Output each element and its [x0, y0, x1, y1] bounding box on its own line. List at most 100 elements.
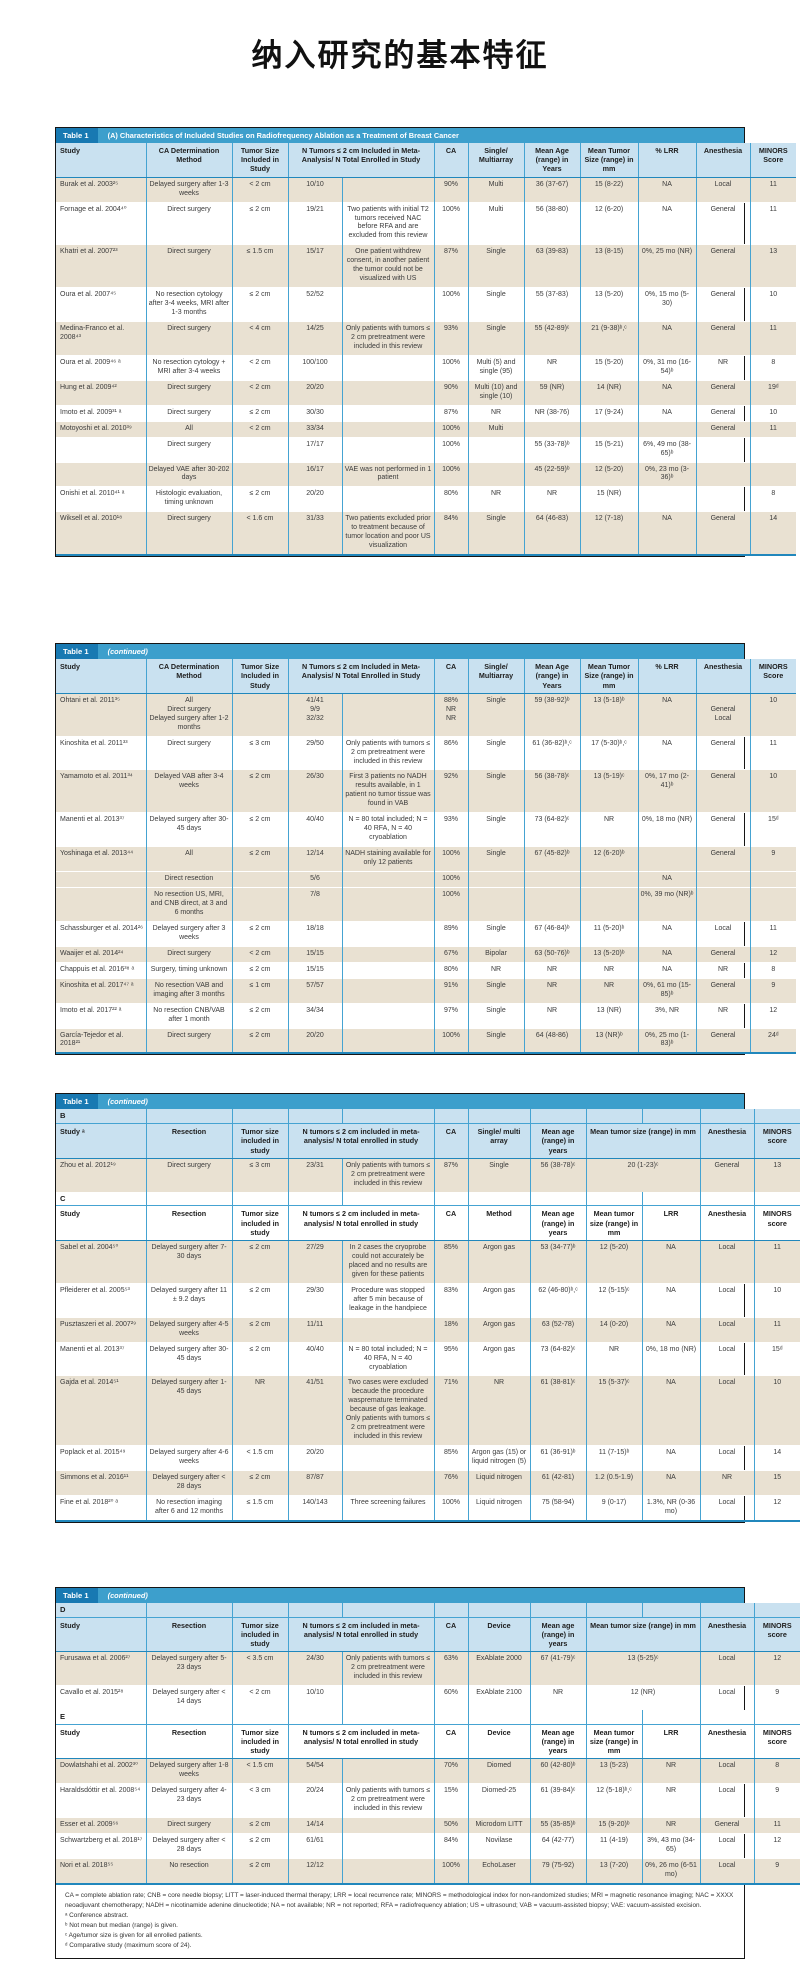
table-cell: Diomed-25 [467, 1783, 530, 1818]
table-cell: NR [467, 404, 525, 422]
table-cell: 15 (5-21) [579, 436, 639, 463]
table-cell: 3%, 43 mo (34-65) [641, 1833, 700, 1859]
table-cell [523, 871, 581, 888]
table-cell: EchoLaser [467, 1857, 530, 1884]
table-cell: Delayed surgery after 4-5 weeks [145, 1316, 232, 1343]
table-cell: Direct surgery [145, 404, 232, 422]
table-cell: Study [56, 1724, 146, 1760]
table-cell: 29/30 [287, 1282, 342, 1318]
table-cell: 13 (5-19)ᶜ [579, 769, 639, 813]
studies-table-d-e: D Study Resection Tumor size included in st… [56, 1602, 800, 1885]
table-cell: Local [699, 1651, 754, 1686]
table-cell: Fornage et al. 2004⁴⁰ [56, 201, 146, 245]
page-title: 纳入研究的基本特征 [251, 38, 549, 74]
table-cell: Yoshinaga et al. 2013⁴⁴ [56, 846, 146, 872]
table-cell: Oura et al. 2007⁴⁵ [56, 287, 146, 322]
table-cell: 100% [433, 887, 469, 922]
table-cell: ≤ 2 cm [231, 287, 288, 322]
table-cell: MINORS score [753, 1205, 800, 1242]
table-row: C [56, 1191, 800, 1207]
table-cell: CA [433, 1724, 468, 1760]
table-cell: NR [695, 1002, 751, 1028]
table-cell: No resection US, MRI, and CNB direct, at… [145, 887, 232, 922]
table-cell [56, 436, 146, 463]
table-cell: NA [637, 735, 697, 770]
footnote-line-d: ᵈ Comparative study (maximum score of 24… [65, 1941, 192, 1949]
table-cell: 14 (NR) [579, 379, 639, 406]
table-cell: 63 (39-83) [523, 244, 581, 288]
table-cell: 53 (34-77)ᵇ [529, 1240, 586, 1284]
table-cell: ≤ 2 cm [231, 1282, 288, 1318]
table-cell: 93% [433, 321, 469, 356]
table-cell: Study [56, 1617, 146, 1653]
table-cell: 12/12 [287, 1857, 342, 1884]
table-cell: General [695, 244, 751, 288]
table-cell: 62 (46-80)ᵇ,ᶜ [529, 1282, 586, 1318]
table-cell: 15/15 [287, 961, 342, 979]
table-cell [695, 486, 751, 512]
table-cell: Direct surgery [145, 511, 232, 556]
table-cell [585, 1109, 642, 1125]
table-cell: Haraldsdóttir et al. 2008⁵⁴ [56, 1783, 146, 1818]
table-cell: 15/15 [287, 945, 342, 963]
table-cell: 80% [433, 961, 469, 979]
table-cell: Mean tumor size (range) in mm [585, 1205, 642, 1242]
table-cell: 18/18 [287, 920, 342, 947]
table-cell: Kinoshita et al. 2011³³ [56, 735, 146, 770]
table-cell: 5/6 [287, 871, 342, 888]
table-row: No resection US, MRI, and CNB direct, at… [56, 887, 797, 922]
table-cell: Single [467, 1157, 530, 1192]
table-cell: Delayed VAE after 30-202 days [145, 461, 232, 487]
table-cell: 64 (42-77) [529, 1833, 586, 1859]
table-cell: < 1.5 cm [231, 1758, 288, 1784]
table-row: Onishi et al. 2010⁴¹ ᵃ Histologic evaluat… [56, 486, 797, 512]
table-cell [749, 436, 797, 463]
table-cell: Furusawa et al. 2006²⁷ [56, 1651, 146, 1686]
table-cell: Single/ Multiarray [467, 143, 525, 178]
table-cell: Study [56, 659, 146, 694]
table-cell: General [695, 201, 751, 245]
table-caption: Table 1 (continued) [56, 1094, 744, 1110]
table-cell [341, 1709, 434, 1725]
table-cell: 34/34 [287, 1002, 342, 1028]
table-cell: 41/41 9/9 32/32 [287, 692, 342, 737]
table-cell: 59 (NR) [523, 379, 581, 406]
table-cell: NR [523, 961, 581, 979]
table-cell: Device [467, 1617, 530, 1653]
table-cell [341, 887, 435, 922]
footnote-line-a: ᵃ Conference abstract. [65, 1911, 129, 1919]
table-cell [579, 420, 639, 438]
table-cell [341, 1191, 434, 1207]
table-cell: 41/51 [287, 1375, 342, 1446]
table-cell [529, 1191, 586, 1207]
table-cell: Schassburger et al. 2014²⁶ [56, 920, 146, 947]
table-cell [341, 871, 435, 888]
table-cell: All [145, 846, 232, 872]
table-cell: 3%, NR [637, 1002, 697, 1028]
table-cell: 56 (38-78)ᶜ [523, 769, 581, 813]
table-cell [641, 1191, 700, 1207]
table-cell: Dowlatshahi et al. 2002³⁰ [56, 1758, 146, 1784]
table-cell [585, 1602, 642, 1618]
table-cell: Resection [145, 1617, 232, 1653]
table-cell: 88% NR NR [433, 692, 469, 737]
table-cell: 11 [749, 920, 797, 947]
table-cell: 73 (64-82)ᶜ [529, 1341, 586, 1376]
table-cell [529, 1709, 586, 1725]
table-cell: 11 (5-20)ᵇ [579, 920, 639, 947]
table-cell: Sabel et al. 2004⁵⁰ [56, 1240, 146, 1284]
table-cell [341, 1002, 435, 1028]
table-cell: 11 [749, 321, 797, 356]
table-cell: Local [699, 1783, 754, 1818]
table-cell: Schwartzberg et al. 2018¹⁷ [56, 1833, 146, 1859]
table-cell: 84% [433, 1833, 468, 1859]
table-cell [56, 871, 146, 888]
table-cell: 12 (5-15)ᶜ [585, 1282, 642, 1318]
table-cell: 10 [753, 1282, 800, 1318]
table-cell: 87% [433, 1157, 468, 1192]
table-cell: Local [695, 176, 751, 203]
table-cell: Two cases were excluded becaude the proc… [341, 1375, 434, 1446]
table-cell: NA [637, 511, 697, 556]
table-cell: 91% [433, 977, 469, 1004]
table-cell: 17/17 [287, 436, 342, 463]
